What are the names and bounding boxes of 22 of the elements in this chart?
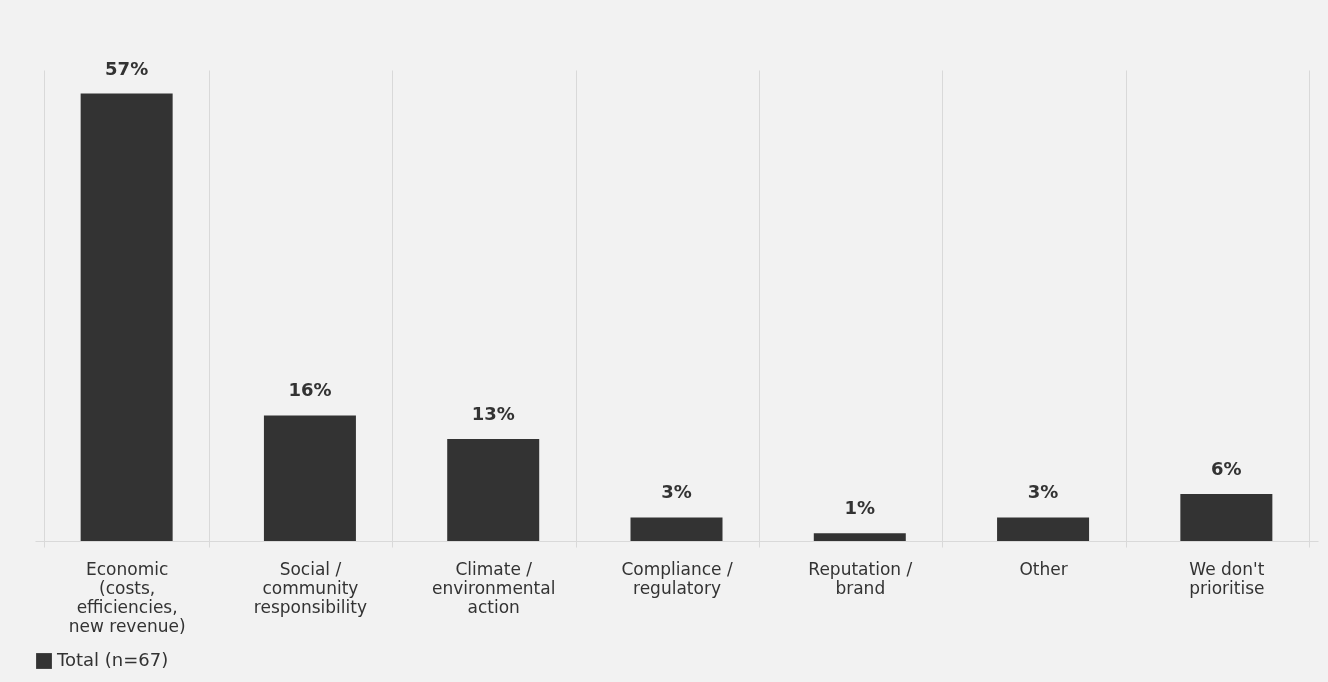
bar xyxy=(1180,493,1273,541)
data-label: 6% xyxy=(1211,457,1242,479)
x-tick-label: Reputation / brand xyxy=(808,558,913,598)
x-tick-label: Compliance / regulatory xyxy=(621,558,733,598)
bar xyxy=(997,517,1090,541)
bar xyxy=(80,93,173,541)
x-tick-label: Economic (costs, efficiencies, new revenue) xyxy=(68,558,186,636)
x-tick-label: Social / community responsibility xyxy=(253,558,368,617)
x-tick-label: Other xyxy=(1019,558,1068,579)
data-label: 1% xyxy=(844,497,876,519)
data-label: 16% xyxy=(288,379,332,401)
data-label: 3% xyxy=(1027,481,1059,503)
data-label: 57% xyxy=(105,57,149,79)
x-tick-label: Climate / environmental action xyxy=(432,558,556,617)
data-label: 13% xyxy=(471,402,515,424)
x-tick-label: We don't prioritise xyxy=(1189,558,1265,598)
data-label: 3% xyxy=(661,481,692,503)
legend-label: Total (n=67) xyxy=(56,649,169,670)
bar xyxy=(447,438,540,541)
bar xyxy=(263,415,356,541)
bar xyxy=(813,533,906,541)
bar xyxy=(630,517,723,541)
